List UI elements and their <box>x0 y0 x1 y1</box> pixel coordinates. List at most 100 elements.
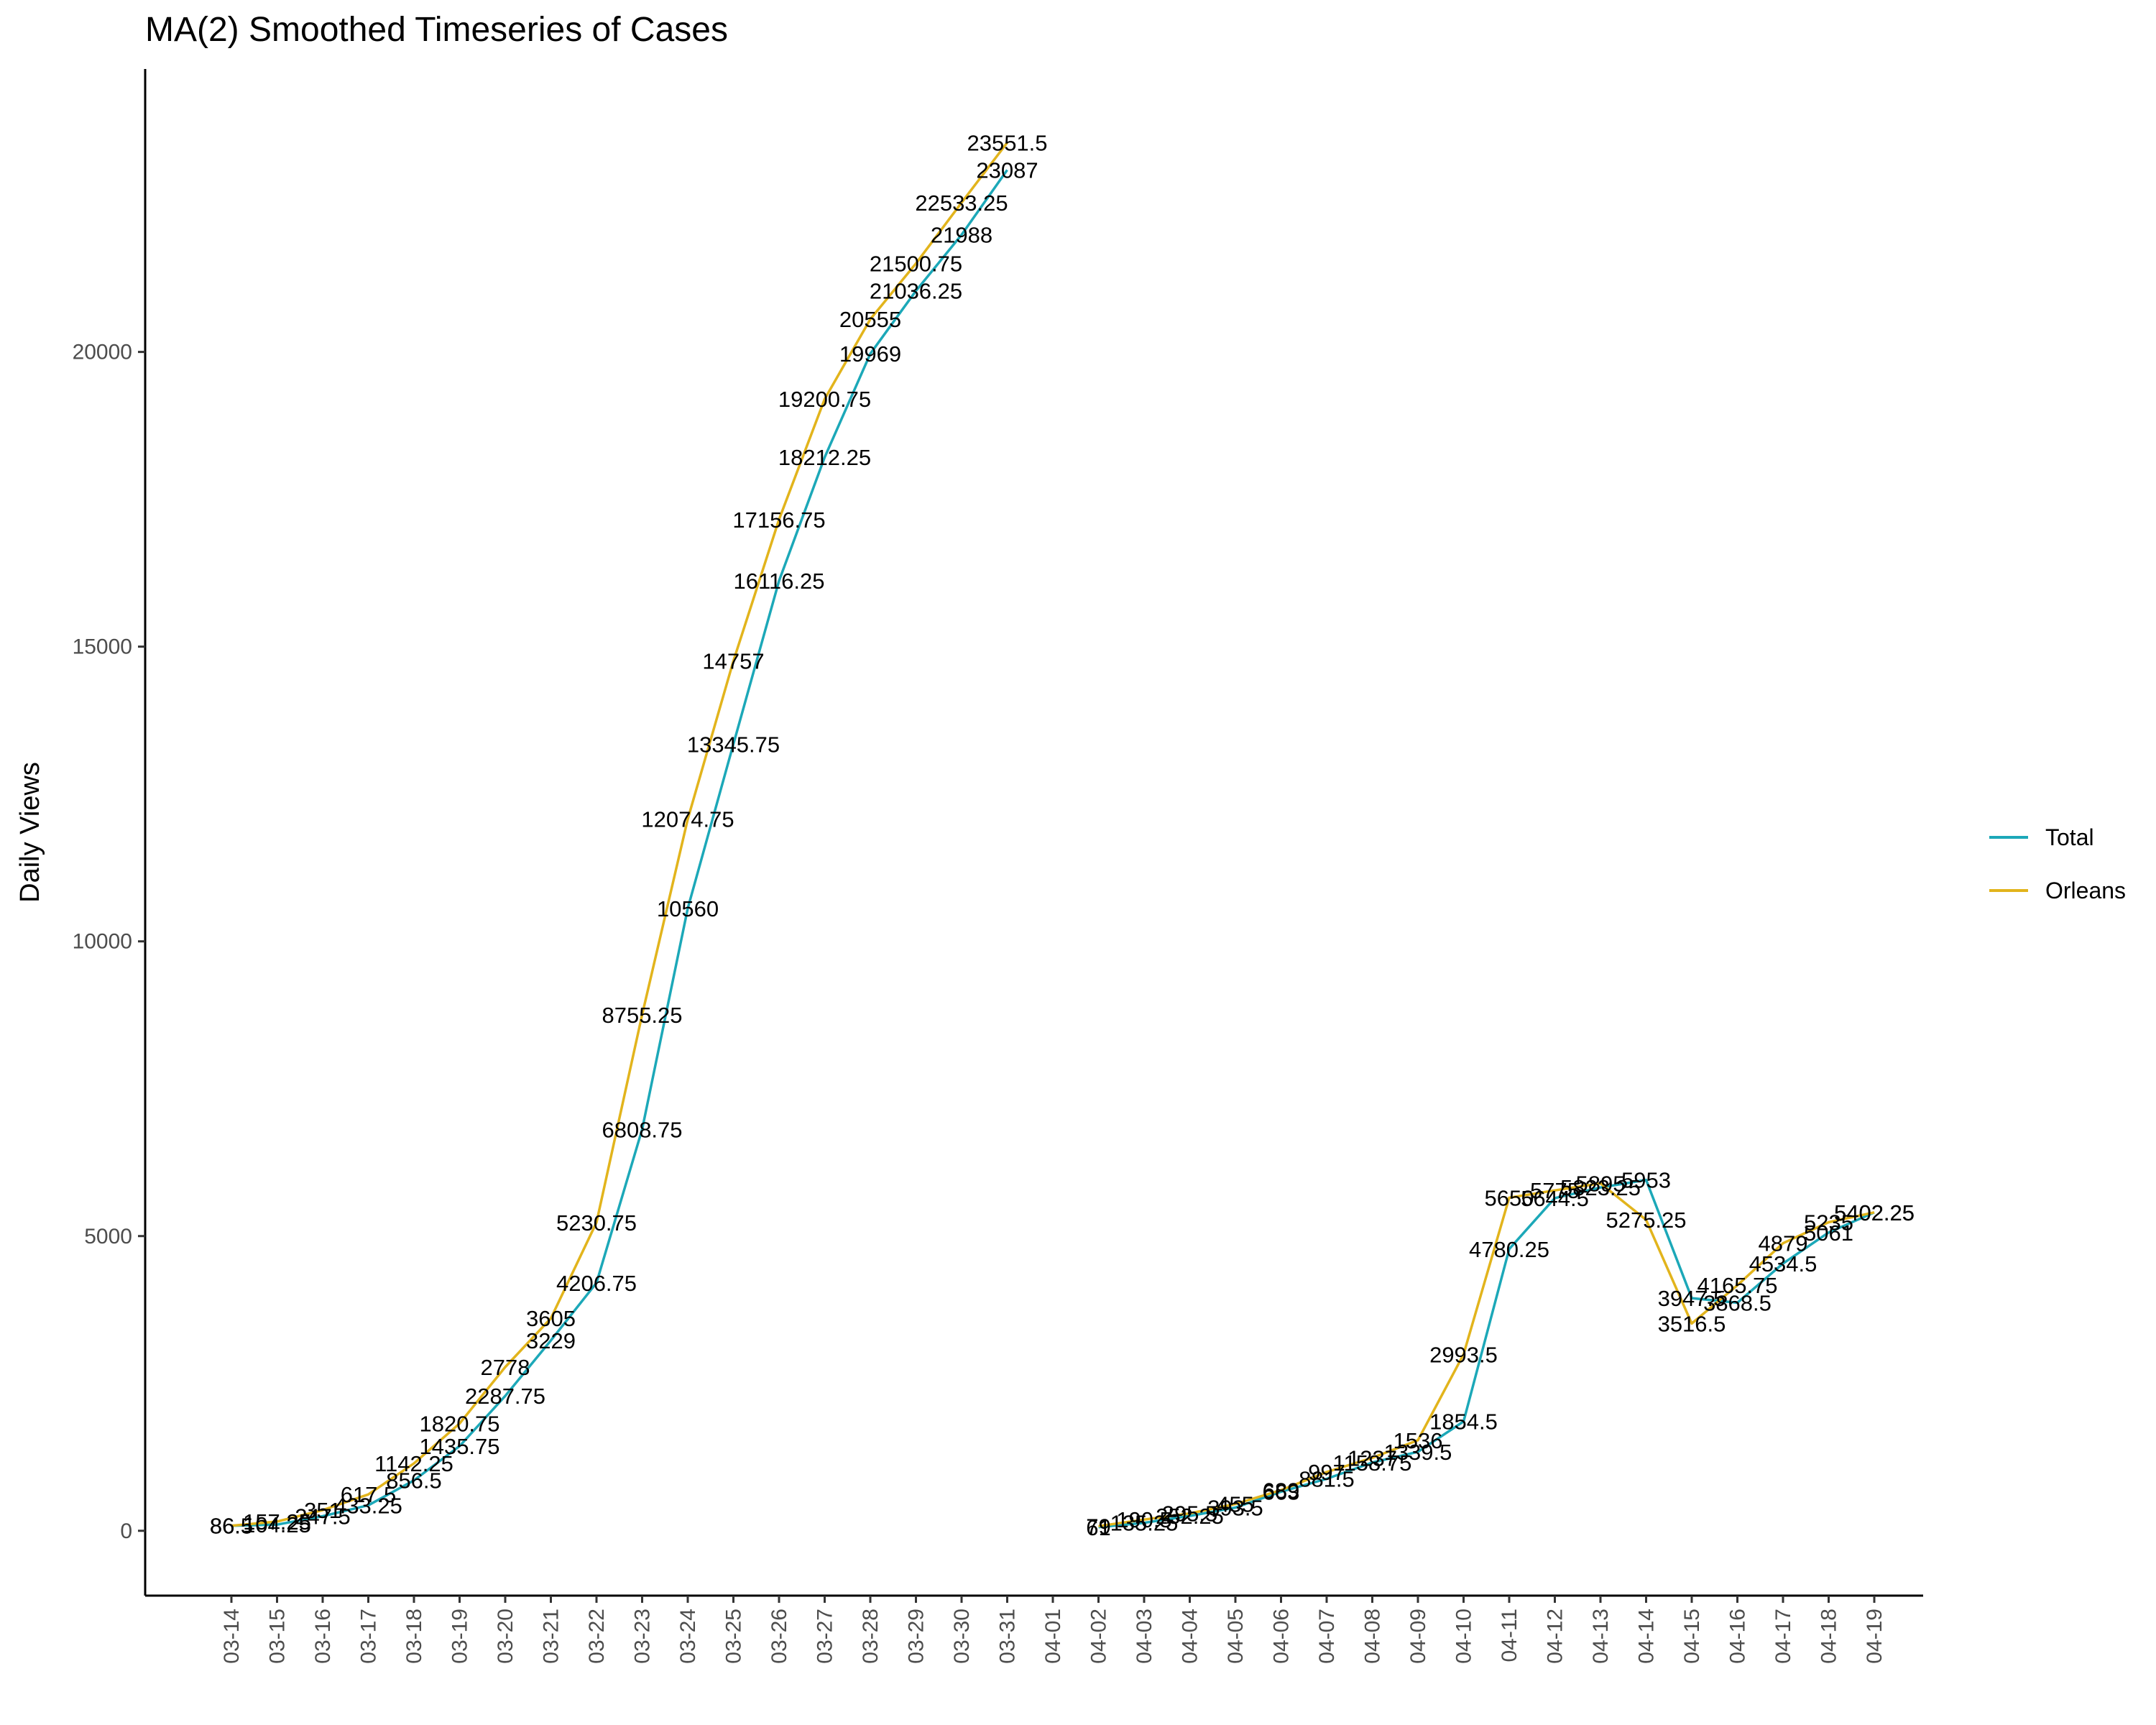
data-label-orleans: 4879 <box>1759 1231 1808 1256</box>
x-tick-label: 03-19 <box>448 1609 472 1664</box>
x-tick-label: 03-25 <box>722 1609 746 1664</box>
data-label-total: 6808.75 <box>602 1117 682 1142</box>
x-tick-label: 04-07 <box>1315 1609 1339 1664</box>
data-label-orleans: 22533.25 <box>915 190 1008 216</box>
x-tick-label: 04-03 <box>1133 1609 1156 1664</box>
data-label-orleans: 5402.25 <box>1834 1200 1915 1225</box>
data-label-total: 393.5 <box>1207 1496 1263 1521</box>
x-tick-label: 03-18 <box>402 1609 426 1664</box>
x-tick-label: 04-19 <box>1863 1609 1886 1664</box>
data-label-total: 5953 <box>1621 1168 1671 1193</box>
y-ticks: 0 5000 10000 15000 20000 <box>73 341 145 1543</box>
legend[interactable]: Total Orleans <box>1989 824 2126 903</box>
data-label-orleans: 2993.5 <box>1429 1342 1498 1367</box>
data-label-orleans: 1142.25 <box>374 1451 453 1476</box>
x-tick-label: 04-05 <box>1224 1609 1248 1664</box>
data-label-orleans: 1536 <box>1393 1428 1443 1453</box>
x-tick-label: 04-14 <box>1635 1609 1659 1664</box>
x-tick-label: 04-09 <box>1406 1609 1430 1664</box>
data-label-total: 23087 <box>976 157 1038 183</box>
legend-item-orleans[interactable]: Orleans <box>1989 878 2126 903</box>
x-tick-label: 04-10 <box>1452 1609 1476 1664</box>
x-tick-label: 04-16 <box>1726 1609 1750 1664</box>
data-label-total: 1158.75 <box>1333 1450 1412 1476</box>
x-tick-label: 04-15 <box>1680 1609 1704 1664</box>
data-label-orleans: 997 <box>1308 1460 1345 1485</box>
data-label-orleans: 3516.5 <box>1658 1311 1726 1336</box>
data-label-orleans: 2778 <box>481 1355 530 1380</box>
x-tick-label: 03-23 <box>631 1609 655 1664</box>
x-tick-label: 03-30 <box>950 1609 974 1664</box>
data-label-orleans: 5275.25 <box>1606 1208 1686 1233</box>
data-label-orleans: 689 <box>1263 1478 1300 1503</box>
data-label-total: 881.5 <box>1299 1467 1355 1492</box>
data-label-total: 2287.75 <box>465 1384 545 1409</box>
data-label-orleans: 455 <box>1217 1491 1254 1517</box>
x-tick-label: 04-13 <box>1589 1609 1613 1664</box>
data-label-orleans: 4165.75 <box>1697 1273 1777 1298</box>
legend-label-total: Total <box>2045 824 2094 850</box>
data-label-total: 135.25 <box>1110 1511 1179 1536</box>
legend-item-total[interactable]: Total <box>1989 824 2094 850</box>
data-label-orleans: 5235 <box>1804 1210 1853 1235</box>
x-tick-label: 04-17 <box>1772 1609 1795 1664</box>
data-label-total: 21988 <box>931 223 992 248</box>
x-tick-label: 03-31 <box>996 1609 1020 1664</box>
data-label-total: 4780.25 <box>1469 1237 1549 1262</box>
data-label-orleans: 1237 <box>1348 1445 1397 1471</box>
y-tick-label: 20000 <box>73 341 132 364</box>
data-label-orleans: 295.5 <box>1162 1501 1218 1527</box>
data-label-total: 5644.5 <box>1521 1186 1589 1211</box>
x-tick-label: 03-27 <box>814 1609 837 1664</box>
x-tick-label: 03-14 <box>220 1609 244 1664</box>
y-tick-label: 5000 <box>84 1225 132 1248</box>
x-tick-label: 03-24 <box>676 1609 700 1664</box>
x-tick-label: 04-02 <box>1087 1609 1111 1664</box>
data-label-total: 5402.25 <box>1834 1200 1915 1225</box>
data-label-total: 663 <box>1263 1479 1300 1504</box>
data-label-orleans: 12074.75 <box>641 807 734 832</box>
data-label-orleans: 8755.25 <box>602 1003 682 1028</box>
data-label-total: 104.25 <box>243 1512 311 1537</box>
data-label-total: 3947.5 <box>1658 1286 1726 1311</box>
x-tick-label: 03-21 <box>540 1609 563 1664</box>
data-label-total: 1435.75 <box>419 1434 499 1459</box>
data-label-orleans: 79 <box>1086 1514 1110 1539</box>
series-line-total <box>231 169 1008 1527</box>
data-label-orleans: 17156.75 <box>732 507 825 533</box>
data-label-orleans: 617.5 <box>341 1482 397 1507</box>
data-label-orleans: 3605 <box>526 1306 576 1331</box>
data-label-total: 10560 <box>657 896 719 921</box>
x-tick-label: 03-22 <box>585 1609 609 1664</box>
data-label-total: 1854.5 <box>1429 1409 1498 1435</box>
x-tick-label: 03-17 <box>357 1609 381 1664</box>
data-label-total: 19969 <box>839 341 901 367</box>
x-tick-label: 04-18 <box>1818 1609 1841 1664</box>
data-label-orleans: 5775 <box>1530 1178 1580 1203</box>
data-label-orleans: 190.5 <box>1116 1507 1172 1532</box>
data-label-orleans: 20555 <box>839 307 901 332</box>
data-label-orleans: 1820.75 <box>419 1411 499 1436</box>
data-label-orleans: 157.25 <box>243 1509 311 1535</box>
x-tick-label: 04-08 <box>1361 1609 1385 1664</box>
x-tick-label: 04-11 <box>1498 1609 1521 1662</box>
data-label-total: 247.5 <box>295 1504 351 1529</box>
data-label-total: 433.25 <box>334 1493 402 1518</box>
data-label-total: 61 <box>1086 1515 1110 1540</box>
axis-layer <box>144 69 1923 1597</box>
x-tick-label: 03-20 <box>494 1609 517 1664</box>
data-label-total: 21036.25 <box>870 279 962 304</box>
data-label-orleans: 351 <box>304 1498 341 1523</box>
x-tick-label: 03-26 <box>768 1609 791 1664</box>
data-label-total: 4534.5 <box>1749 1251 1818 1276</box>
data-label-total: 856.5 <box>386 1468 442 1494</box>
data-label-orleans: 5230.75 <box>556 1210 637 1236</box>
data-label-orleans: 5650 <box>1485 1185 1534 1210</box>
data-label-total: 86.5 <box>210 1514 253 1539</box>
x-tick-label: 04-12 <box>1544 1609 1567 1664</box>
y-axis-title: Daily Views <box>15 762 45 903</box>
series-layer <box>231 142 1875 1529</box>
x-tick-label: 04-06 <box>1270 1609 1294 1664</box>
